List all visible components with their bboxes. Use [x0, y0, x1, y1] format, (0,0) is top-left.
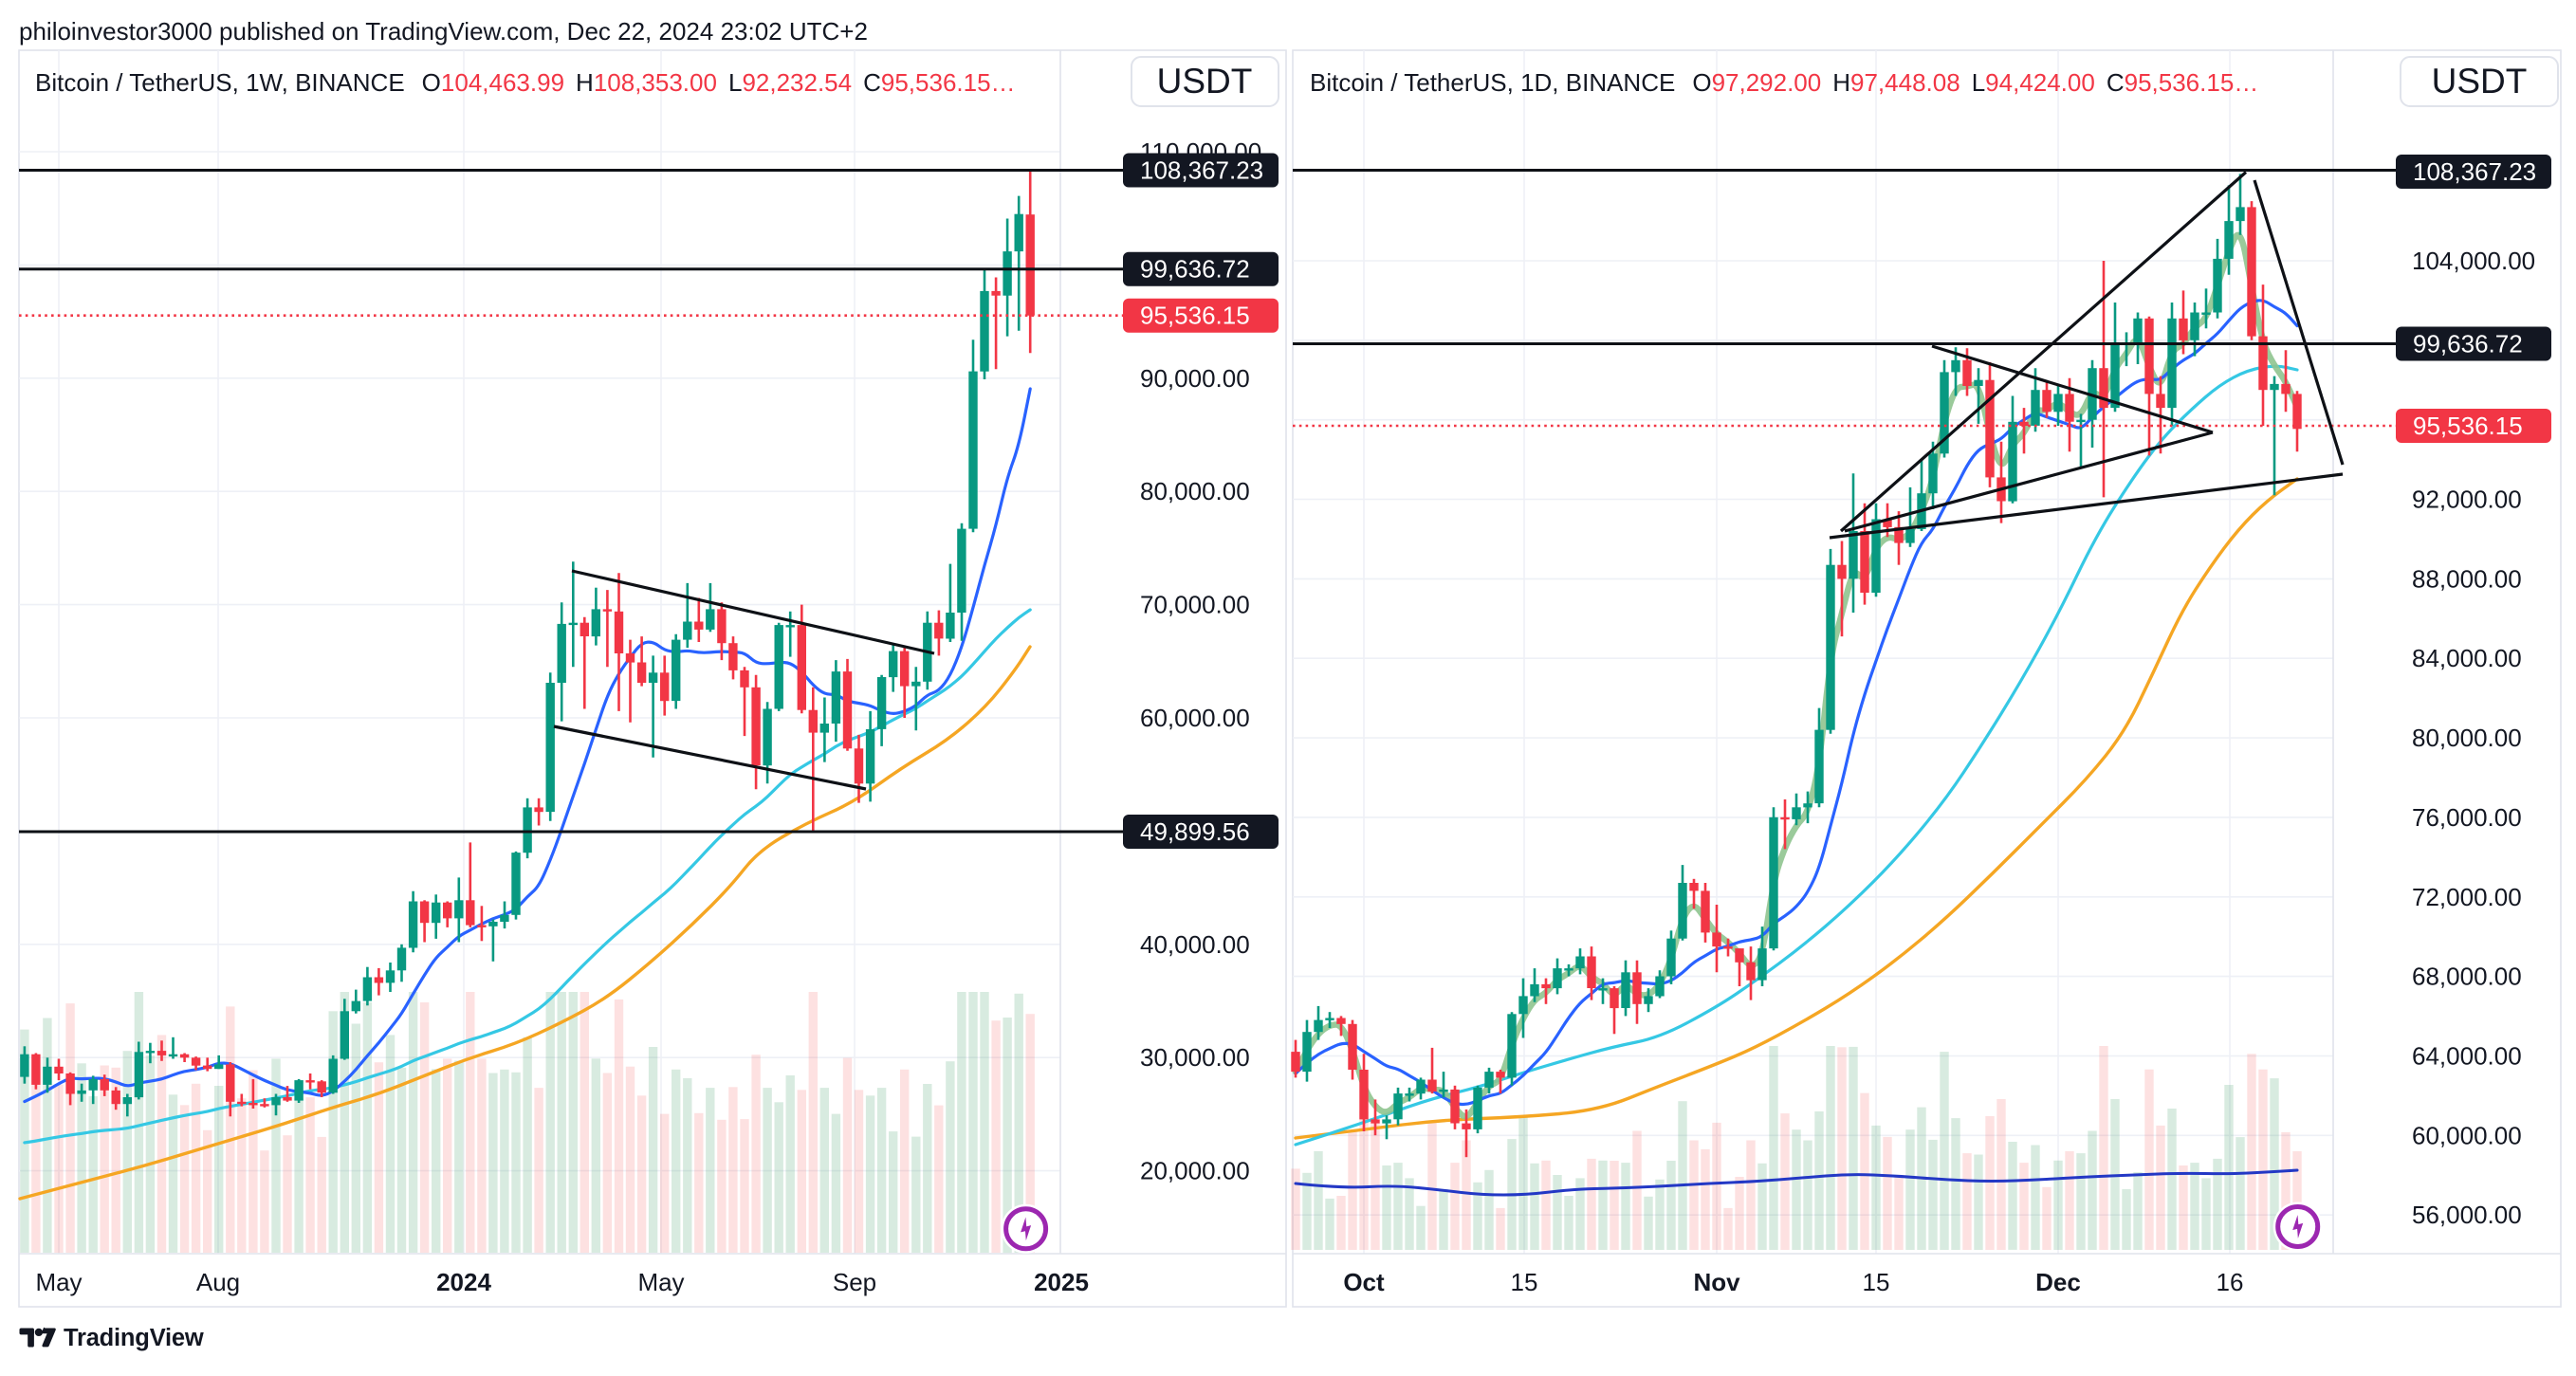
- svg-text:TradingView: TradingView: [64, 1325, 204, 1351]
- svg-text:68,000.00: 68,000.00: [2412, 963, 2522, 991]
- svg-text:64,000.00: 64,000.00: [2412, 1042, 2522, 1071]
- svg-text:70,000.00: 70,000.00: [1140, 591, 1250, 619]
- svg-text:2024: 2024: [436, 1268, 491, 1296]
- svg-text:May: May: [35, 1268, 82, 1296]
- svg-text:Sep: Sep: [833, 1268, 876, 1296]
- svg-text:Dec: Dec: [2035, 1268, 2081, 1296]
- svg-text:80,000.00: 80,000.00: [2412, 724, 2522, 752]
- svg-text:Oct: Oct: [1343, 1268, 1385, 1296]
- svg-text:80,000.00: 80,000.00: [1140, 477, 1250, 505]
- svg-text:49,899.56: 49,899.56: [1140, 817, 1250, 846]
- svg-text:76,000.00: 76,000.00: [2412, 803, 2522, 832]
- svg-text:56,000.00: 56,000.00: [2412, 1201, 2522, 1229]
- svg-text:84,000.00: 84,000.00: [2412, 644, 2522, 672]
- svg-text:15: 15: [1863, 1268, 1890, 1296]
- svg-text:95,536.15: 95,536.15: [1140, 302, 1250, 330]
- svg-text:95,536.15: 95,536.15: [2413, 412, 2523, 440]
- svg-text:30,000.00: 30,000.00: [1140, 1043, 1250, 1072]
- svg-text:philoinvestor3000 published on: philoinvestor3000 published on TradingVi…: [19, 17, 868, 46]
- svg-text:99,636.72: 99,636.72: [2413, 330, 2523, 358]
- svg-text:Bitcoin / TetherUS, 1W, BINANC: Bitcoin / TetherUS, 1W, BINANCE O104,463.…: [35, 68, 1016, 97]
- svg-text:USDT: USDT: [1157, 62, 1253, 101]
- svg-text:60,000.00: 60,000.00: [1140, 704, 1250, 732]
- svg-text:May: May: [637, 1268, 684, 1296]
- svg-text:90,000.00: 90,000.00: [1140, 364, 1250, 393]
- svg-text:92,000.00: 92,000.00: [2412, 486, 2522, 514]
- svg-text:88,000.00: 88,000.00: [2412, 564, 2522, 593]
- svg-text:99,636.72: 99,636.72: [1140, 255, 1250, 284]
- svg-text:USDT: USDT: [2432, 62, 2528, 101]
- svg-text:16: 16: [2217, 1268, 2244, 1296]
- svg-text:20,000.00: 20,000.00: [1140, 1157, 1250, 1185]
- svg-text:Aug: Aug: [196, 1268, 240, 1296]
- svg-text:Bitcoin / TetherUS, 1D, BINANC: Bitcoin / TetherUS, 1D, BINANCE O97,292.0…: [1310, 68, 2258, 97]
- svg-text:108,367.23: 108,367.23: [1140, 156, 1263, 185]
- svg-text:108,367.23: 108,367.23: [2413, 157, 2536, 186]
- svg-text:2025: 2025: [1034, 1268, 1089, 1296]
- svg-text:Nov: Nov: [1693, 1268, 1740, 1296]
- svg-text:15: 15: [1511, 1268, 1538, 1296]
- svg-text:104,000.00: 104,000.00: [2412, 247, 2535, 275]
- svg-text:60,000.00: 60,000.00: [2412, 1121, 2522, 1149]
- svg-text:72,000.00: 72,000.00: [2412, 883, 2522, 911]
- svg-text:40,000.00: 40,000.00: [1140, 930, 1250, 959]
